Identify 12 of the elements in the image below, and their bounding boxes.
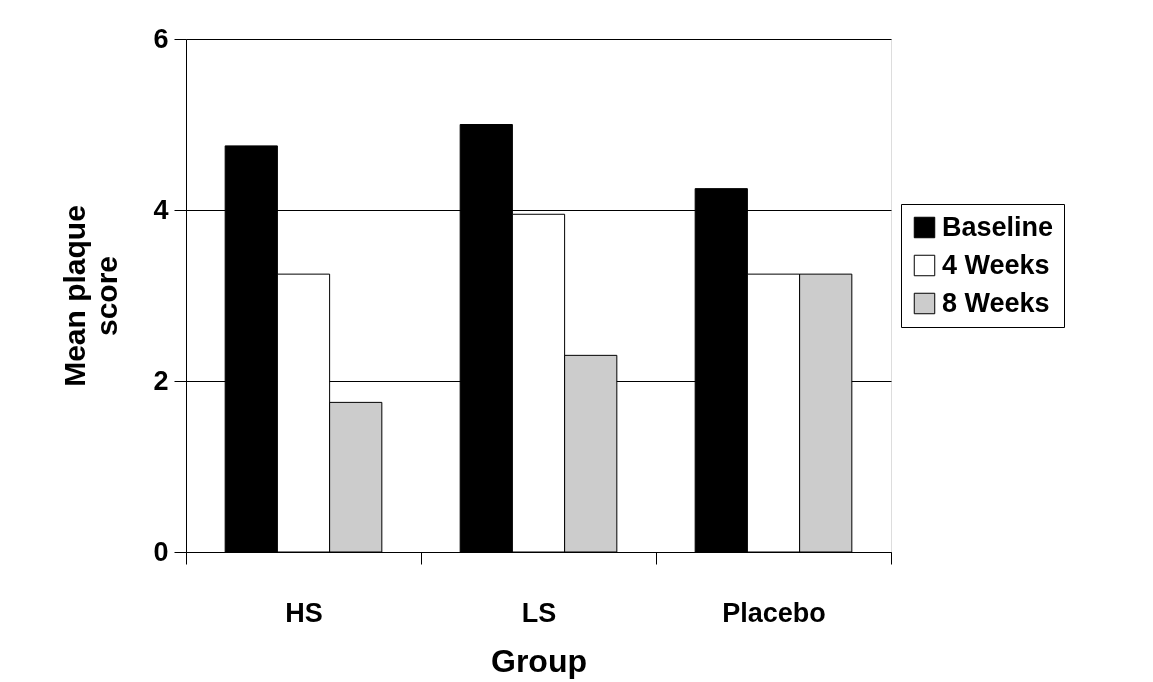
x-tick-label: LS: [521, 597, 557, 628]
y-axis-title: Mean plaque score: [58, 205, 124, 387]
y-tick-label: 0: [153, 536, 169, 567]
x-axis-title: Group: [491, 642, 587, 679]
y-tick-label: 4: [153, 194, 169, 225]
y-tick-label: 2: [153, 365, 169, 396]
y-tick-label: 6: [153, 23, 169, 54]
legend-label: 4 Weeks: [942, 249, 1050, 280]
legend-label: 8 Weeks: [942, 287, 1050, 318]
x-tick-label: Placebo: [722, 597, 826, 628]
x-tick-label: HS: [285, 597, 323, 628]
legend-label: Baseline: [942, 211, 1054, 242]
